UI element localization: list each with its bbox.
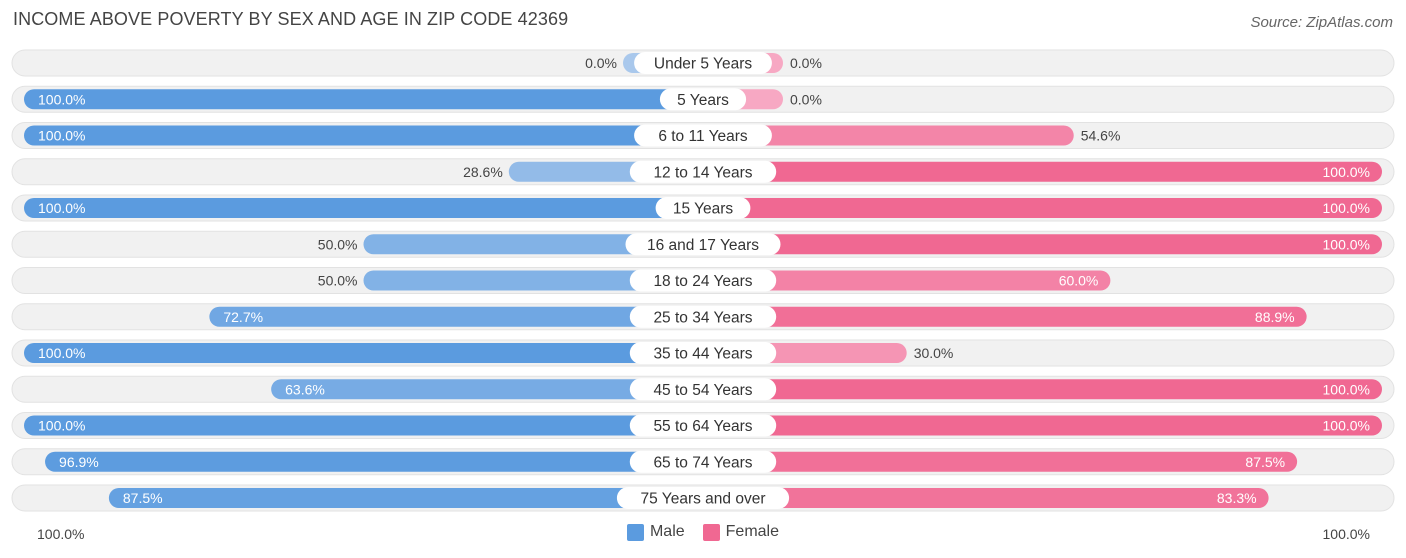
female-bar	[703, 198, 1382, 218]
category-label: 65 to 74 Years	[653, 454, 752, 471]
female-value-label: 100.0%	[1323, 164, 1370, 180]
category-label: 16 and 17 Years	[647, 237, 759, 254]
male-value-label: 87.5%	[123, 490, 163, 506]
category-label: 5 Years	[677, 92, 729, 109]
female-bar	[703, 161, 1382, 182]
female-value-label: 30.0%	[914, 345, 954, 361]
female-value-label: 0.0%	[790, 55, 822, 71]
legend: Male Female	[0, 523, 1406, 541]
category-label: 18 to 24 Years	[653, 273, 752, 290]
source-note: Source: ZipAtlas.com	[1250, 14, 1393, 31]
legend-swatch-male	[626, 523, 644, 541]
category-label-bg	[655, 197, 751, 219]
male-value-label: 72.7%	[223, 309, 263, 325]
female-value-label: 100.0%	[1323, 418, 1370, 434]
legend-swatch-female	[702, 523, 720, 541]
category-label: 12 to 14 Years	[653, 164, 752, 181]
female-bar	[703, 306, 1307, 327]
category-label: 6 to 11 Years	[658, 128, 748, 145]
female-value-label: 87.5%	[1245, 454, 1285, 470]
female-value-label: 54.6%	[1081, 128, 1121, 144]
female-bar	[703, 270, 1111, 291]
category-label-bg	[616, 487, 790, 509]
male-value-label: 100.0%	[38, 418, 85, 434]
category-label-bg	[629, 414, 777, 437]
male-bar	[45, 451, 703, 472]
category-label-bg	[629, 342, 777, 364]
category-label: 15 Years	[673, 201, 734, 218]
category-label-bg	[629, 450, 777, 473]
male-value-label: 96.9%	[59, 454, 99, 470]
male-bar	[108, 488, 703, 508]
category-label-bg	[629, 269, 777, 292]
category-label-bg	[629, 378, 777, 401]
male-value-label: 50.0%	[318, 236, 358, 252]
category-label: 55 to 64 Years	[653, 418, 752, 435]
male-value-label: 100.0%	[38, 128, 85, 144]
male-value-label: 100.0%	[38, 200, 85, 216]
female-bar	[703, 125, 1074, 146]
axis-label-left: 100.0%	[37, 526, 85, 542]
female-value-label: 100.0%	[1323, 236, 1370, 252]
male-bar	[24, 343, 703, 363]
female-value-label: 60.0%	[1059, 273, 1099, 289]
female-bar	[703, 415, 1382, 436]
male-value-label: 100.0%	[38, 345, 85, 361]
category-label: 35 to 44 Years	[653, 346, 752, 363]
female-bar	[703, 451, 1298, 472]
category-label-bg	[634, 52, 772, 74]
male-bar	[363, 270, 703, 291]
legend-item-male[interactable]: Male	[626, 523, 685, 541]
category-label: 75 Years and over	[641, 491, 766, 508]
male-bar	[24, 415, 703, 436]
female-value-label: 100.0%	[1323, 200, 1370, 216]
bar-chart: Under 5 Years 0.0% 0.0% 5 Years 100.0% 0.0% 6 …	[11, 49, 1395, 512]
male-bar	[24, 198, 703, 218]
category-label-bg	[659, 88, 747, 111]
category-label-bg	[634, 124, 772, 147]
category-label-bg	[629, 160, 777, 183]
female-value-label: 0.0%	[790, 91, 822, 107]
male-value-label: 50.0%	[318, 273, 358, 289]
male-bar	[209, 306, 703, 327]
female-bar	[703, 234, 1382, 255]
category-label: Under 5 Years	[654, 56, 752, 73]
female-value-label: 88.9%	[1255, 309, 1295, 325]
legend-item-female[interactable]: Female	[702, 523, 780, 541]
legend-label-male: Male	[649, 523, 685, 540]
female-value-label: 100.0%	[1323, 381, 1370, 397]
male-bar	[363, 234, 703, 255]
male-bar	[24, 125, 703, 146]
axis-label-right: 100.0%	[1322, 526, 1370, 542]
category-label: 45 to 54 Years	[653, 382, 752, 399]
female-value-label: 83.3%	[1217, 490, 1257, 506]
category-label: 25 to 34 Years	[653, 309, 752, 326]
male-bar	[271, 379, 703, 400]
category-label-bg	[625, 233, 781, 256]
legend-label-female: Female	[725, 523, 780, 540]
male-value-label: 0.0%	[585, 55, 617, 71]
female-bar	[703, 379, 1382, 400]
male-value-label: 28.6%	[463, 164, 503, 180]
female-bar	[703, 488, 1269, 508]
male-value-label: 63.6%	[285, 381, 325, 397]
category-label-bg	[629, 305, 777, 328]
male-value-label: 100.0%	[38, 91, 85, 107]
male-bar	[24, 89, 703, 110]
chart-title: INCOME ABOVE POVERTY BY SEX AND AGE IN Z…	[13, 9, 569, 29]
